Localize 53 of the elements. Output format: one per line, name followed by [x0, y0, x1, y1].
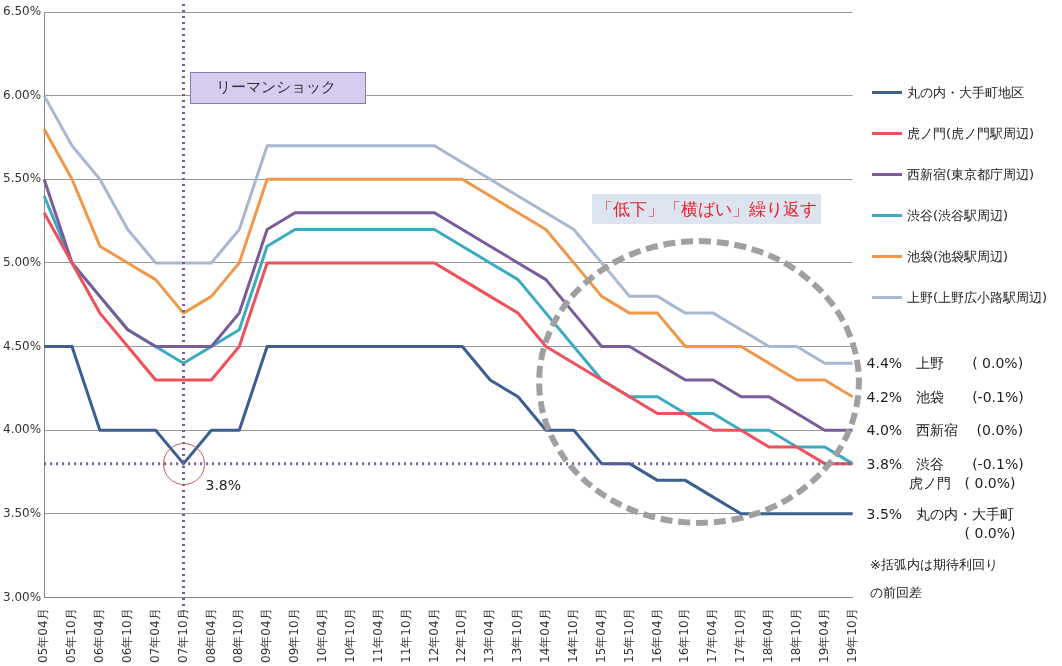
x-tick-label: 13年10月	[510, 608, 525, 664]
legend-label: 渋谷(渋谷駅周辺)	[907, 206, 1009, 225]
annotation: 3.5% 丸の内・大手町 ( 0.0%)	[866, 504, 1016, 543]
annotation: 3.8% 渋谷 (-0.1%) 虎ノ門 ( 0.0%)	[866, 454, 1024, 493]
x-tick-label: 05年10月	[64, 608, 79, 664]
annotation: 4.2% 池袋 (-0.1%)	[866, 387, 1024, 407]
x-tick-label: 15年10月	[621, 608, 636, 664]
x-tick-label: 13年04月	[482, 608, 497, 664]
y-tick-label: 4.50%	[3, 338, 42, 353]
legend-label: 虎ノ門(虎ノ門駅周辺)	[907, 124, 1035, 143]
x-tick-label: 09年10月	[287, 608, 302, 664]
y-tick-label: 4.00%	[3, 422, 42, 437]
x-tick-label: 08年10月	[231, 608, 246, 664]
x-tick-label: 16年10月	[677, 608, 692, 664]
text: ※括弧内は期待利回りの前回差	[869, 556, 999, 602]
y-tick-label: 3.50%	[3, 505, 42, 520]
x-tick-label: 12年04月	[426, 608, 441, 664]
x-tick-label: 10年04月	[315, 608, 330, 664]
x-tick-label: 11年04月	[370, 608, 385, 664]
y-tick-label: 5.00%	[3, 255, 42, 270]
x-tick-label: 07年04月	[147, 608, 162, 664]
annotation: 4.0% 西新宿 (0.0%)	[866, 421, 1024, 441]
x-tick-label: 06年04月	[92, 608, 106, 664]
legend-label: 丸の内・大手町地区	[907, 83, 1024, 102]
y-tick-label: 5.50%	[3, 171, 42, 186]
x-tick-label: 18年04月	[761, 608, 776, 664]
x-tick-label: 16年04月	[649, 608, 664, 664]
x-tick-label: 09年04月	[259, 608, 274, 664]
x-tick-label: 19年04月	[816, 608, 831, 664]
x-tick-label: 19年10月	[844, 608, 859, 664]
x-tick-label: 10年10月	[342, 608, 357, 664]
y-tick-label: 6.50%	[3, 4, 42, 19]
legend-label: 西新宿(東京都庁周辺)	[907, 165, 1035, 184]
ref-line-label: リーマンショック	[215, 78, 336, 97]
legend-label: 上野(上野広小路駅周辺)	[907, 288, 1048, 307]
x-tick-label: 07年10月	[175, 608, 190, 664]
y-tick-label: 6.00%	[3, 87, 42, 102]
x-tick-label: 12年10月	[454, 608, 469, 664]
y-tick-label: 3.00%	[3, 589, 42, 604]
x-tick-label: 15年04月	[593, 608, 608, 664]
x-tick-label: 18年10月	[788, 608, 803, 664]
legend-label: 池袋(池袋駅周辺)	[907, 247, 1009, 266]
x-tick-label: 17年04月	[705, 608, 720, 664]
x-tick-label: 05年04月	[36, 608, 51, 664]
x-tick-label: 14年04月	[538, 608, 553, 664]
x-tick-label: 08年04月	[203, 608, 218, 664]
x-tick-label: 06年10月	[119, 608, 134, 664]
x-tick-label: 11年10月	[398, 608, 413, 664]
annotation: 「低下」「横ばい」繰り返す	[592, 194, 821, 224]
x-tick-label: 17年10月	[733, 608, 748, 664]
x-tick-label: 14年10月	[565, 608, 580, 664]
annotation: 3.8%	[205, 475, 242, 495]
annotation: 4.4% 上野 ( 0.0%)	[866, 354, 1024, 374]
